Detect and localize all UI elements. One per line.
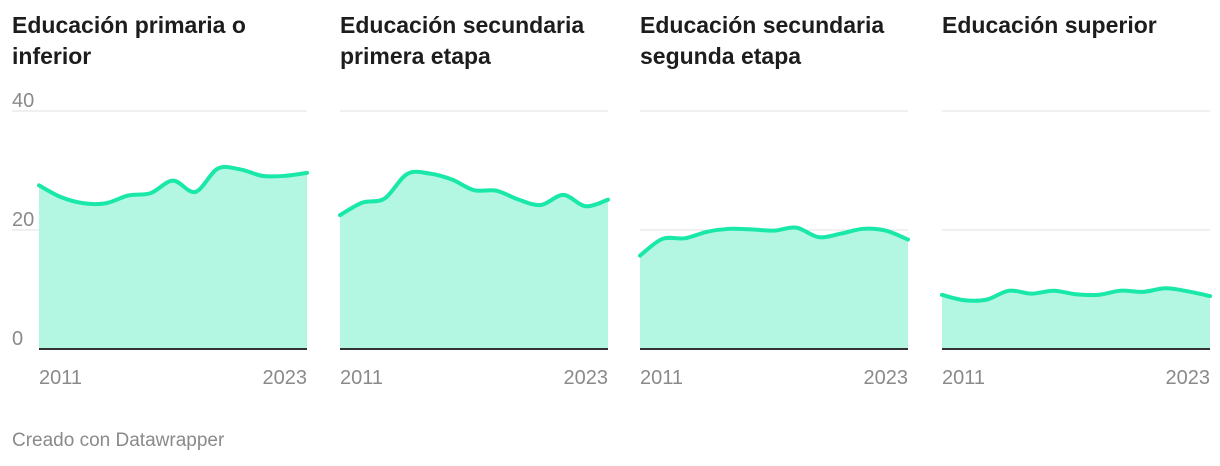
data-point xyxy=(59,195,63,199)
data-point xyxy=(517,198,521,202)
data-point xyxy=(985,298,989,302)
data-point xyxy=(584,204,588,208)
data-point xyxy=(750,227,754,231)
plot-area: 0 20 40 2011 2023 xyxy=(12,90,309,389)
data-point xyxy=(962,298,966,302)
data-point xyxy=(472,188,476,192)
data-point xyxy=(1074,292,1078,296)
data-point xyxy=(817,235,821,239)
data-point xyxy=(1096,293,1100,297)
panel-title: Educación superior xyxy=(942,12,1157,38)
plot-area: 2011 2023 xyxy=(338,110,610,389)
data-point xyxy=(606,198,610,202)
series-area xyxy=(39,166,307,349)
data-point xyxy=(1029,292,1033,296)
data-point xyxy=(193,190,197,194)
data-point xyxy=(427,171,431,175)
y-tick-label: 0 xyxy=(12,328,23,350)
y-tick-label: 20 xyxy=(12,209,34,231)
data-point xyxy=(727,227,731,231)
data-point xyxy=(171,179,175,183)
data-point xyxy=(1007,289,1011,293)
panel-title: Educación secundaria segunda etapa xyxy=(640,12,885,69)
data-point xyxy=(360,201,364,205)
data-point xyxy=(884,229,888,233)
data-point xyxy=(82,201,86,205)
data-point xyxy=(126,193,130,197)
data-point xyxy=(561,193,565,197)
plot-area: 2011 2023 xyxy=(638,110,910,389)
footer-credit: Creado con Datawrapper xyxy=(12,430,225,451)
data-point xyxy=(1186,289,1190,293)
data-point xyxy=(1208,294,1212,298)
series-line xyxy=(37,164,309,207)
data-point xyxy=(305,171,309,175)
data-point xyxy=(283,174,287,178)
data-point xyxy=(906,238,910,242)
series-line xyxy=(638,225,910,258)
data-point xyxy=(1141,290,1145,294)
data-point xyxy=(104,201,108,205)
data-point xyxy=(794,226,798,230)
plot-area: 2011 2023 xyxy=(940,110,1212,389)
data-point xyxy=(1163,286,1167,290)
data-point xyxy=(1119,289,1123,293)
series-area xyxy=(640,227,908,349)
x-tick-label: 2023 xyxy=(1166,367,1211,389)
data-point xyxy=(638,254,642,258)
y-tick-label: 40 xyxy=(12,90,34,112)
series-area xyxy=(340,171,608,349)
panel-title: Educación primaria o inferior xyxy=(12,12,246,69)
data-point xyxy=(839,232,843,236)
x-tick-label: 2011 xyxy=(640,367,683,389)
data-point xyxy=(660,237,664,241)
data-point xyxy=(405,172,409,176)
x-tick-label: 2011 xyxy=(39,367,82,389)
data-point xyxy=(216,167,220,171)
data-point xyxy=(861,227,865,231)
series-line xyxy=(338,169,610,218)
series-line xyxy=(940,286,1212,303)
panel-title: Educación secundaria primera etapa xyxy=(340,12,585,69)
data-point xyxy=(494,189,498,193)
data-point xyxy=(383,196,387,200)
data-point xyxy=(238,167,242,171)
x-tick-label: 2023 xyxy=(864,367,909,389)
data-point xyxy=(338,213,342,217)
data-point xyxy=(539,203,543,207)
x-tick-label: 2011 xyxy=(942,367,985,389)
x-tick-label: 2023 xyxy=(564,367,609,389)
data-point xyxy=(149,191,153,195)
series-area xyxy=(942,288,1210,349)
data-point xyxy=(705,230,709,234)
x-tick-label: 2011 xyxy=(340,367,383,389)
data-point xyxy=(260,174,264,178)
x-tick-label: 2023 xyxy=(263,367,308,389)
data-point xyxy=(1052,289,1056,293)
data-point xyxy=(450,177,454,181)
data-point xyxy=(683,236,687,240)
data-point xyxy=(940,293,944,297)
data-point xyxy=(772,229,776,233)
data-point xyxy=(37,183,41,187)
